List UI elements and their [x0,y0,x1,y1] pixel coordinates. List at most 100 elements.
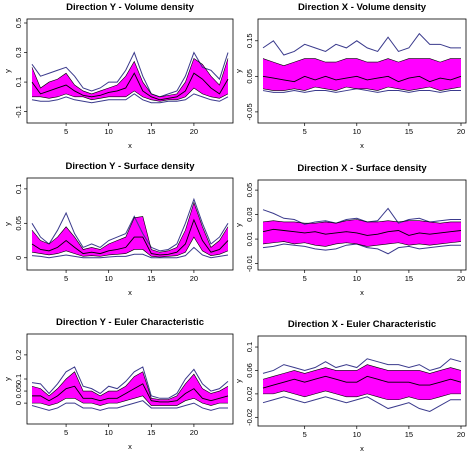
x-tick-label: 15 [405,430,413,439]
plot-frame [26,333,234,425]
outer-lower-line [31,246,229,259]
chart-panel-5: Direction Y - Euler Characteristic 5 10 15 2… [3,317,234,451]
band-lower-line [31,236,229,258]
y-tick-label: 0.01 [245,232,254,247]
y-tick-label: 0.2 [14,350,23,360]
y-tick-label: 0.03 [245,207,254,222]
outer-upper-line [262,207,461,225]
plot-frame [26,18,234,124]
band-area [263,58,461,91]
chart-title: Direction X - Volume density [298,2,427,13]
x-tick-label: 10 [353,127,361,136]
band-lower-line [262,241,462,247]
plot-frame [257,335,467,427]
outer-lower-line [31,400,228,411]
y-tick-label: 0.05 [14,384,23,399]
y-tick-label: -0.02 [245,409,254,426]
plot-frame [257,179,467,271]
band-lower-line [262,86,462,91]
y-tick-label: 0.06 [245,363,254,378]
x-axis-label: x [128,442,132,451]
x-tick-label: 15 [147,428,155,437]
outer-upper-line [31,197,229,252]
outer-lower-line [262,88,461,93]
x-tick-label: 5 [64,274,68,283]
y-axis-label: y [3,69,12,73]
chart-title: Direction Y - Surface density [66,161,196,172]
y-tick-label: 0.05 [14,216,23,231]
plot-frame [26,177,234,271]
x-tick-label: 5 [64,127,68,136]
outer-upper-line [262,32,461,56]
x-tick-label: 20 [457,274,465,283]
band-area [32,371,228,406]
band-area [263,364,461,400]
y-axis-label: y [3,377,12,381]
x-tick-label: 20 [190,274,198,283]
x-tick-label: 5 [64,428,68,437]
chart-title: Direction Y - Euler Characteristic [56,317,204,328]
outer-upper-line [31,366,229,399]
mean-line [262,375,462,389]
y-tick-label: 0.1 [14,184,23,194]
x-axis-label: x [360,444,364,453]
y-tick-label: 0.1 [245,342,254,352]
band-area [32,202,228,258]
plot-frame [257,18,467,124]
x-axis-label: x [360,141,364,150]
chart-panel-3: Direction Y - Surface density 5 10 15 20 0 0.0… [3,161,234,297]
y-axis-label: y [234,223,243,227]
chart-title: Direction Y - Volume density [66,2,194,13]
y-tick-label: 0.02 [245,387,254,402]
outer-upper-line [31,51,229,98]
x-axis-label: x [128,141,132,150]
y-tick-label: 0.15 [245,33,254,48]
band-upper-line [262,364,462,380]
outer-upper-line [262,358,462,374]
y-tick-label: 0.05 [245,69,254,84]
mean-line [262,75,462,83]
x-tick-label: 10 [105,274,113,283]
band-lower-line [263,390,461,401]
band-lower-line [32,395,228,406]
band-upper-line [31,371,229,400]
chart-panel-1: Direction Y - Volume density 5 10 15 20 -0.1 0… [3,2,234,150]
mean-line [31,218,229,256]
x-tick-label: 5 [303,430,307,439]
band-upper-line [31,201,229,253]
x-axis-label: x [128,288,132,297]
y-axis-label: y [234,69,243,73]
band-upper-line [262,219,461,224]
chart-panel-6: Direction X - Euler Characteristic 5 10 15 2… [234,319,467,453]
chart-panel-4: Direction X - Surface density 5 10 15 20 -0.0… [234,163,467,297]
chart-title: Direction X - Euler Characteristic [288,319,436,330]
chart-title: Direction X - Surface density [297,163,427,174]
y-tick-label: -0.05 [245,103,254,120]
mean-line [32,383,229,403]
x-tick-label: 5 [303,274,307,283]
outer-lower-line [262,396,461,412]
x-tick-label: 5 [303,127,307,136]
x-tick-label: 10 [105,428,113,437]
band-upper-line [262,58,461,66]
y-tick-label: 0 [14,401,23,405]
x-tick-label: 10 [353,274,361,283]
band-lower-line [32,87,229,102]
band-area [263,219,461,247]
y-tick-label: 0.3 [14,47,23,57]
band-upper-line [31,57,229,98]
y-tick-label: -0.1 [14,105,23,118]
mean-line [262,228,462,236]
x-tick-label: 20 [190,428,198,437]
outer-lower-line [31,93,229,104]
outer-lower-line [262,243,461,255]
x-tick-label: 20 [457,127,465,136]
mean-line [31,72,229,101]
x-tick-label: 10 [353,430,361,439]
y-tick-label: 0.5 [14,18,23,28]
x-tick-label: 15 [147,274,155,283]
y-tick-label: -0.01 [245,255,254,272]
x-tick-label: 20 [190,127,198,136]
x-tick-label: 15 [405,274,413,283]
